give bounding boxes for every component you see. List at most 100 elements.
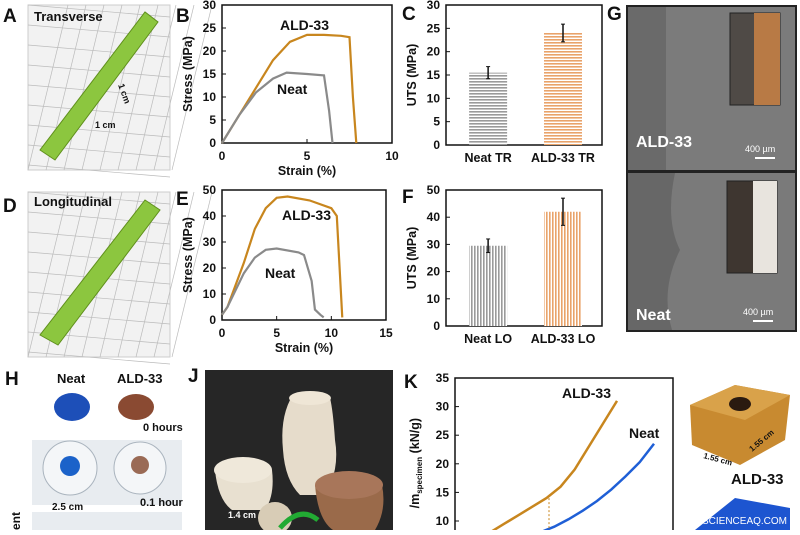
scale-bar-label: 400 µm bbox=[745, 144, 775, 154]
y-tick-label: 50 bbox=[203, 183, 217, 197]
specimen-strip bbox=[39, 11, 159, 161]
watermark: SCIENCEAQ.COM bbox=[702, 516, 787, 527]
time-label: 0 hours bbox=[143, 422, 183, 434]
y-tick-label: 25 bbox=[427, 21, 441, 35]
x-tick-label: 10 bbox=[325, 326, 339, 340]
grid-line bbox=[27, 191, 69, 358]
series-label: Neat bbox=[277, 81, 308, 97]
grid-line bbox=[153, 191, 195, 358]
y-label-part: /m bbox=[408, 494, 422, 509]
x-tick-label: 5 bbox=[273, 326, 280, 340]
chart-f: F 0 10 20 30 40 50 UTS (MPa) Neat LO ALD-33 LO bbox=[402, 183, 603, 346]
sem-label: ALD-33 bbox=[636, 134, 692, 151]
panel-letter: K bbox=[404, 372, 418, 393]
grid-line bbox=[27, 104, 171, 118]
panel-letter: C bbox=[402, 4, 416, 25]
x-category-label: ALD-33 TR bbox=[531, 151, 595, 165]
grid-line bbox=[27, 44, 171, 58]
panel-h: H Neat ALD-33 0 hours 2.5 cm 0.1 hour en… bbox=[5, 369, 184, 530]
y-tick-label: 10 bbox=[427, 292, 441, 306]
x-tick-label: 15 bbox=[379, 326, 393, 340]
y-tick-label: 20 bbox=[203, 44, 217, 58]
y-tick-label: 30 bbox=[427, 0, 441, 12]
y-tick-label: 30 bbox=[203, 235, 217, 249]
y-tick-label: 0 bbox=[433, 319, 440, 333]
column-label: ALD-33 bbox=[117, 371, 163, 386]
y-axis-label: Stress (MPa) bbox=[181, 217, 195, 293]
chart-e: E 0 10 20 30 40 50 Stress (MPa) 0 5 10 15 Strain (%)… bbox=[176, 183, 393, 355]
grid-line bbox=[27, 124, 171, 138]
dim-label: 1 cm bbox=[95, 120, 116, 130]
y-label-sub: specimen bbox=[415, 457, 424, 494]
ald33-sample bbox=[118, 394, 154, 420]
panel-letter: D bbox=[3, 196, 17, 217]
cube-label: ALD-33 bbox=[731, 471, 784, 488]
grid-line bbox=[27, 311, 171, 325]
scale-bar-label: 400 µm bbox=[743, 307, 773, 317]
specimen-label: Longitudinal bbox=[34, 194, 112, 209]
plot-frame bbox=[221, 189, 387, 321]
dim-label: 1.4 cm bbox=[228, 510, 256, 520]
series-label: Neat bbox=[265, 265, 296, 281]
neat-sample bbox=[54, 393, 90, 421]
chart-b: B 0 5 10 15 20 25 30 Stress (MPa) 0 5 10 Strain (%) A… bbox=[176, 0, 399, 178]
panel-j: J 1.4 cm bbox=[188, 366, 393, 534]
series-line-neat bbox=[539, 443, 655, 534]
bar-ald-33-lo bbox=[544, 211, 582, 326]
series-label: ALD-33 bbox=[562, 385, 611, 401]
y-tick-label: 10 bbox=[203, 90, 217, 104]
panel-g: G ALD-33 400 µm Neat 400 µm bbox=[607, 4, 797, 332]
bar-neat-lo bbox=[469, 245, 508, 326]
sem-label: Neat bbox=[636, 307, 671, 324]
grid-line bbox=[171, 4, 213, 171]
y-tick-label: 10 bbox=[203, 287, 217, 301]
y-tick-label: 40 bbox=[203, 209, 217, 223]
panel-k-photos: 1.55 cm 1.55 cm ALD-33 SCIENCEAQ.COM bbox=[690, 385, 790, 530]
y-axis-label: UTS (MPa) bbox=[405, 227, 419, 290]
y-tick-label: 10 bbox=[436, 514, 450, 528]
grid-line bbox=[63, 4, 105, 171]
y-tick-label: 5 bbox=[433, 115, 440, 129]
scale-bar bbox=[755, 157, 775, 159]
grid-line bbox=[135, 191, 177, 358]
y-tick-label: 0 bbox=[209, 313, 216, 327]
y-tick-label: 10 bbox=[427, 91, 441, 105]
x-tick-label: 0 bbox=[219, 326, 226, 340]
grid-line bbox=[63, 191, 105, 358]
series-line-neat bbox=[221, 71, 334, 144]
panel-letter: B bbox=[176, 6, 190, 27]
panel-d: D Longitudinal bbox=[3, 191, 213, 365]
series-line-ald-33 bbox=[489, 400, 619, 534]
panel-letter: F bbox=[402, 187, 414, 208]
grid-line bbox=[153, 4, 195, 171]
plot-area bbox=[489, 400, 655, 534]
time-label: 0.1 hour bbox=[140, 497, 184, 509]
grid-line bbox=[27, 164, 171, 178]
y-tick-label: 30 bbox=[436, 400, 450, 414]
x-axis-label: Strain (%) bbox=[278, 164, 336, 178]
x-category-label: ALD-33 LO bbox=[531, 332, 596, 346]
y-tick-label: 30 bbox=[203, 0, 217, 12]
panel-letter: H bbox=[5, 369, 19, 390]
series-line-neat bbox=[221, 247, 325, 319]
y-tick-label: 50 bbox=[427, 183, 441, 197]
y-tick-label: 15 bbox=[427, 68, 441, 82]
series-label: Neat bbox=[629, 425, 660, 441]
y-tick-label: 25 bbox=[203, 21, 217, 35]
grid-line bbox=[27, 231, 171, 245]
y-tick-label: 15 bbox=[436, 485, 450, 499]
grid-line bbox=[27, 351, 171, 365]
y-tick-label: 5 bbox=[209, 113, 216, 127]
y-tick-label: 0 bbox=[209, 136, 216, 150]
x-tick-label: 10 bbox=[385, 149, 399, 163]
plot-frame bbox=[445, 189, 603, 327]
grid-line bbox=[27, 4, 69, 171]
y-tick-label: 0 bbox=[433, 138, 440, 152]
grid-line bbox=[27, 291, 171, 305]
y-tick-label: 20 bbox=[427, 265, 441, 279]
grid-line bbox=[135, 4, 177, 171]
bar-ald-33-tr bbox=[544, 33, 582, 145]
neat-cube-photo bbox=[695, 498, 790, 530]
x-tick-label: 0 bbox=[219, 149, 226, 163]
